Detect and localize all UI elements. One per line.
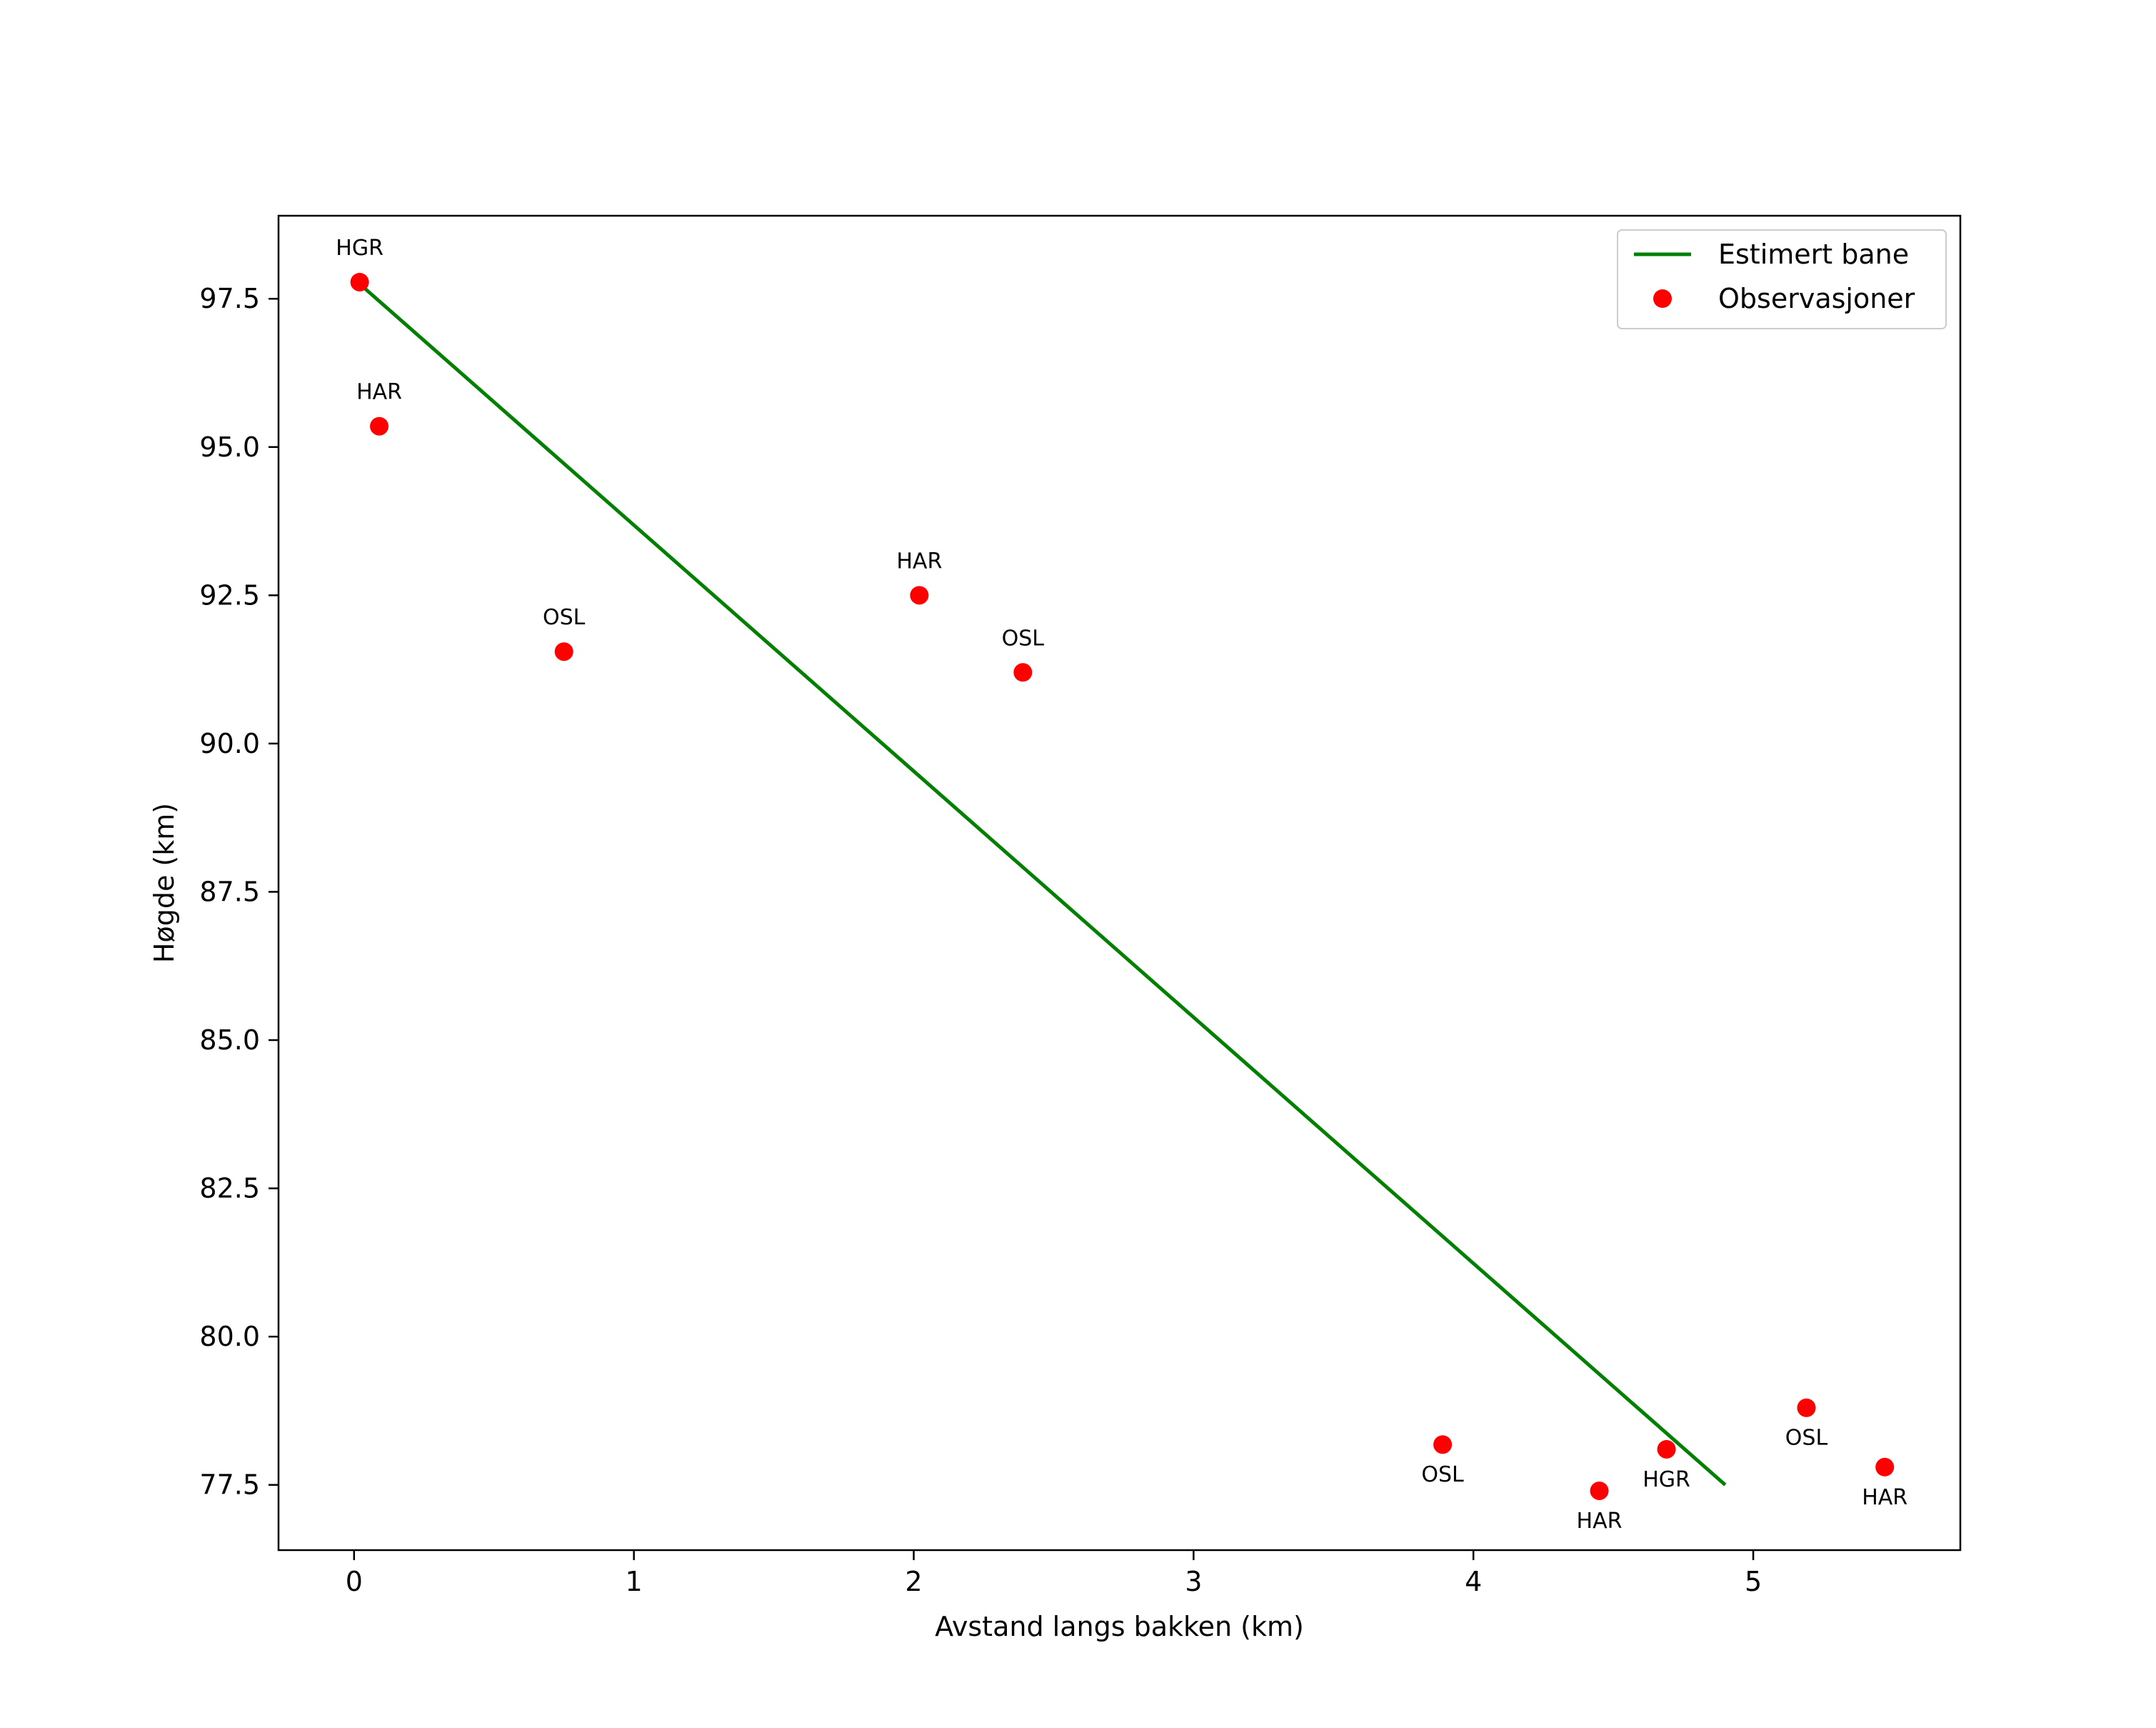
legend-label-observasjoner: Observasjoner xyxy=(1718,283,1915,314)
estimert-bane-line xyxy=(358,282,1727,1487)
y-tick-label: 82.5 xyxy=(199,1173,260,1204)
observation-point xyxy=(1797,1398,1816,1417)
plot-series: HGR HAR OSL HAR OSL OSL HAR HGR OSL HAR xyxy=(336,236,1907,1534)
x-tick-label: 5 xyxy=(1745,1566,1762,1597)
observation-point xyxy=(1433,1435,1453,1454)
y-tick-label: 87.5 xyxy=(199,876,260,907)
observation-label: HAR xyxy=(1862,1485,1907,1510)
legend-label-estimert-bane: Estimert bane xyxy=(1718,239,1909,270)
plot-area-frame xyxy=(277,214,1962,1552)
observation-label: HAR xyxy=(356,380,402,405)
y-tick-label: 90.0 xyxy=(199,728,260,759)
observation-label: OSL xyxy=(1002,626,1045,651)
observation-label: HGR xyxy=(1643,1467,1690,1492)
x-axis-ticks: 0 1 2 3 4 5 xyxy=(346,1550,1762,1597)
x-tick-label: 0 xyxy=(346,1566,363,1597)
x-tick-label: 2 xyxy=(905,1566,922,1597)
observation-point xyxy=(910,586,929,605)
observation-point xyxy=(554,642,573,661)
legend-marker-swatch xyxy=(1653,289,1672,308)
y-tick-label: 92.5 xyxy=(199,579,260,611)
observation-label: OSL xyxy=(1421,1462,1464,1487)
y-tick-label: 77.5 xyxy=(199,1469,260,1501)
x-tick-label: 4 xyxy=(1465,1566,1482,1597)
legend: Estimert bane Observasjoner xyxy=(1617,229,1947,329)
observation-point xyxy=(1875,1457,1895,1477)
y-tick-label: 85.0 xyxy=(199,1024,260,1056)
observation-point xyxy=(350,272,369,291)
observation-label: OSL xyxy=(1785,1426,1828,1451)
observation-label: HAR xyxy=(896,549,942,574)
observation-label: OSL xyxy=(543,605,586,630)
y-tick-label: 80.0 xyxy=(199,1321,260,1352)
x-axis-label: Avstand langs bakken (km) xyxy=(935,1611,1304,1642)
observation-point xyxy=(1590,1481,1609,1500)
y-tick-label: 97.5 xyxy=(199,283,260,314)
y-axis-label: Høgde (km) xyxy=(149,803,180,963)
observation-point xyxy=(1013,663,1033,682)
x-tick-label: 3 xyxy=(1185,1566,1202,1597)
legend-box xyxy=(1617,229,1947,329)
x-tick-label: 1 xyxy=(626,1566,643,1597)
y-tick-label: 95.0 xyxy=(199,431,260,463)
y-axis-ticks: 77.5 80.0 82.5 85.0 87.5 90.0 92.5 95.0 97.5 xyxy=(199,283,279,1501)
observation-label: HGR xyxy=(336,236,383,261)
observation-point xyxy=(1657,1439,1676,1459)
observation-point xyxy=(370,416,389,436)
observation-label: HAR xyxy=(1577,1509,1623,1534)
